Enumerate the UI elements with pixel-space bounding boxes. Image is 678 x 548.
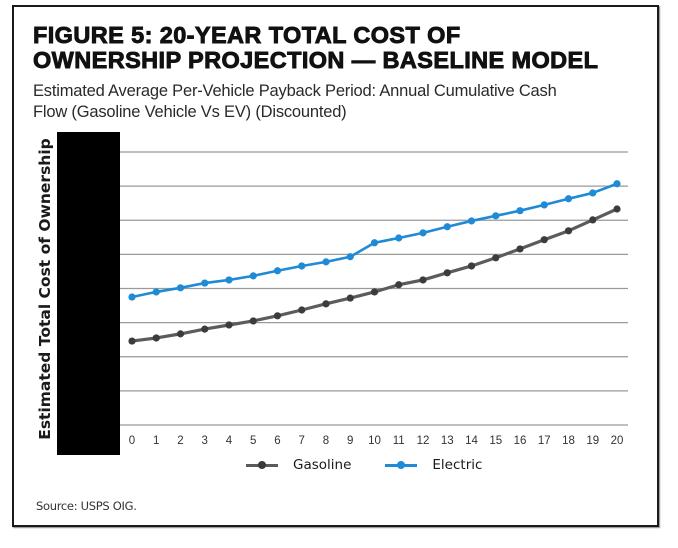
x-tick-label: 10 <box>368 435 381 447</box>
x-tick-label: 13 <box>441 435 454 447</box>
data-point-gasoline <box>395 281 403 289</box>
data-point-gasoline <box>564 227 573 235</box>
figure-title-line-2: OWNERSHIP PROJECTION — BASELINE MODEL <box>33 47 599 73</box>
x-tick-label: 18 <box>562 435 575 447</box>
x-tick-label: 6 <box>274 435 280 447</box>
data-point-electric <box>589 189 597 197</box>
data-point-gasoline <box>492 254 500 262</box>
data-point-gasoline <box>516 245 524 253</box>
data-point-electric <box>516 207 524 215</box>
legend-item-gasoline: Gasoline <box>246 457 351 473</box>
data-point-electric <box>128 293 136 301</box>
legend: Gasoline Electric <box>246 457 516 473</box>
data-point-gasoline <box>152 334 160 342</box>
series-lines <box>128 180 621 345</box>
series-electric <box>128 180 621 301</box>
data-point-gasoline <box>201 325 209 333</box>
data-point-electric <box>152 288 160 296</box>
data-point-electric <box>201 279 209 287</box>
x-tick-label: 4 <box>226 435 233 447</box>
x-tick-label: 14 <box>465 435 478 447</box>
x-tick-label: 12 <box>417 435 430 447</box>
x-tick-label: 15 <box>489 435 502 447</box>
data-point-gasoline <box>540 236 548 244</box>
data-point-electric <box>225 276 233 284</box>
legend-swatch-electric <box>385 460 418 470</box>
data-point-gasoline <box>249 317 257 325</box>
data-point-gasoline <box>346 294 354 302</box>
data-point-electric <box>176 284 185 292</box>
data-point-electric <box>564 195 573 203</box>
y-axis-redaction-box <box>57 132 120 455</box>
data-point-electric <box>613 180 621 188</box>
data-point-electric <box>419 229 427 237</box>
figure-subtitle-line-1: Estimated Average Per-Vehicle Payback Pe… <box>33 82 557 100</box>
data-point-electric <box>273 267 282 275</box>
data-point-gasoline <box>589 216 597 224</box>
source-note: Source: USPS OIG. <box>36 499 137 513</box>
data-point-electric <box>395 234 403 242</box>
data-point-gasoline <box>322 300 330 308</box>
figure-title: FIGURE 5: 20-YEAR TOTAL COST OF OWNERSHI… <box>33 22 653 73</box>
data-point-gasoline <box>176 330 185 338</box>
x-tick-label: 16 <box>514 435 527 447</box>
data-point-electric <box>249 272 257 280</box>
legend-label-electric: Electric <box>432 457 483 473</box>
data-point-gasoline <box>613 205 621 213</box>
data-point-electric <box>322 258 330 266</box>
x-tick-label: 3 <box>202 435 208 447</box>
data-point-gasoline <box>225 321 233 329</box>
legend-label-gasoline: Gasoline <box>293 457 352 473</box>
figure-title-line-1: FIGURE 5: 20-YEAR TOTAL COST OF <box>33 22 461 48</box>
x-tick-label: 1 <box>153 435 159 447</box>
data-point-gasoline <box>443 269 451 277</box>
legend-swatch-gasoline <box>246 460 278 470</box>
figure-subtitle-line-2: Flow (Gasoline Vehicle Vs EV) (Discounte… <box>33 103 347 121</box>
figure-subtitle: Estimated Average Per-Vehicle Payback Pe… <box>33 81 653 123</box>
x-tick-label: 2 <box>177 435 183 447</box>
x-tick-label: 5 <box>250 435 256 447</box>
x-tick-label: 20 <box>611 435 624 447</box>
data-point-electric <box>443 223 451 231</box>
x-tick-label: 9 <box>347 435 353 447</box>
data-point-gasoline <box>467 262 476 270</box>
data-point-electric <box>492 212 500 220</box>
data-point-gasoline <box>370 288 379 296</box>
x-axis-tick-labels: 0 1 2 3 4 5 6 7 8 9 10 11 12 13 14 15 16 17 18 19 20 <box>129 435 624 447</box>
data-point-gasoline <box>298 306 306 314</box>
legend-item-electric: Electric <box>385 457 482 473</box>
data-point-gasoline <box>419 276 427 284</box>
data-point-electric <box>298 262 306 270</box>
series-line-gasoline <box>131 207 618 343</box>
x-tick-label: 7 <box>299 435 305 447</box>
data-point-electric <box>467 217 476 225</box>
series-gasoline <box>128 205 621 345</box>
x-tick-label: 0 <box>129 435 135 447</box>
x-tick-label: 8 <box>323 435 329 447</box>
x-tick-label: 11 <box>393 435 405 447</box>
data-point-gasoline <box>273 312 282 320</box>
data-point-electric <box>370 239 379 247</box>
data-point-electric <box>346 253 354 261</box>
x-tick-label: 19 <box>586 435 599 447</box>
data-point-electric <box>540 201 548 209</box>
data-point-gasoline <box>128 337 136 345</box>
x-tick-label: 17 <box>538 435 551 447</box>
